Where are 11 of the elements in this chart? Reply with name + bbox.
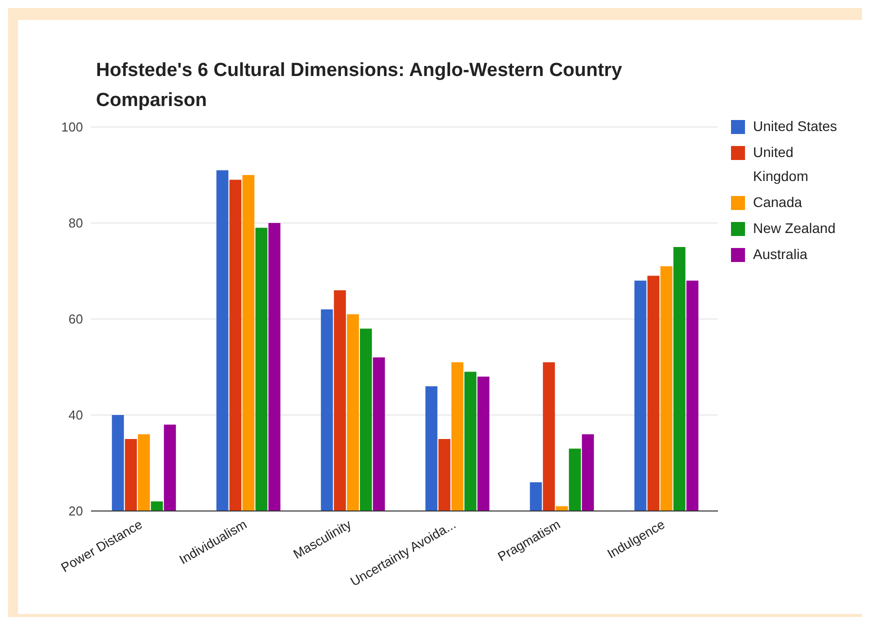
chart-title: Hofstede's 6 Cultural Dimensions: Anglo-Western Country Comparison bbox=[96, 59, 624, 113]
y-tick-label: 80 bbox=[68, 216, 83, 231]
y-tick-label: 40 bbox=[68, 408, 83, 423]
y-tick-label: 60 bbox=[68, 312, 83, 327]
legend-label: New Zealand bbox=[753, 219, 836, 238]
legend-label: Australia bbox=[753, 245, 808, 264]
legend-label: Canada bbox=[753, 193, 804, 212]
legend-label: United Kingdom bbox=[753, 143, 810, 186]
y-tick-label: 100 bbox=[61, 120, 83, 135]
legend-label: United States bbox=[753, 117, 838, 136]
y-tick-label: 20 bbox=[68, 504, 83, 519]
